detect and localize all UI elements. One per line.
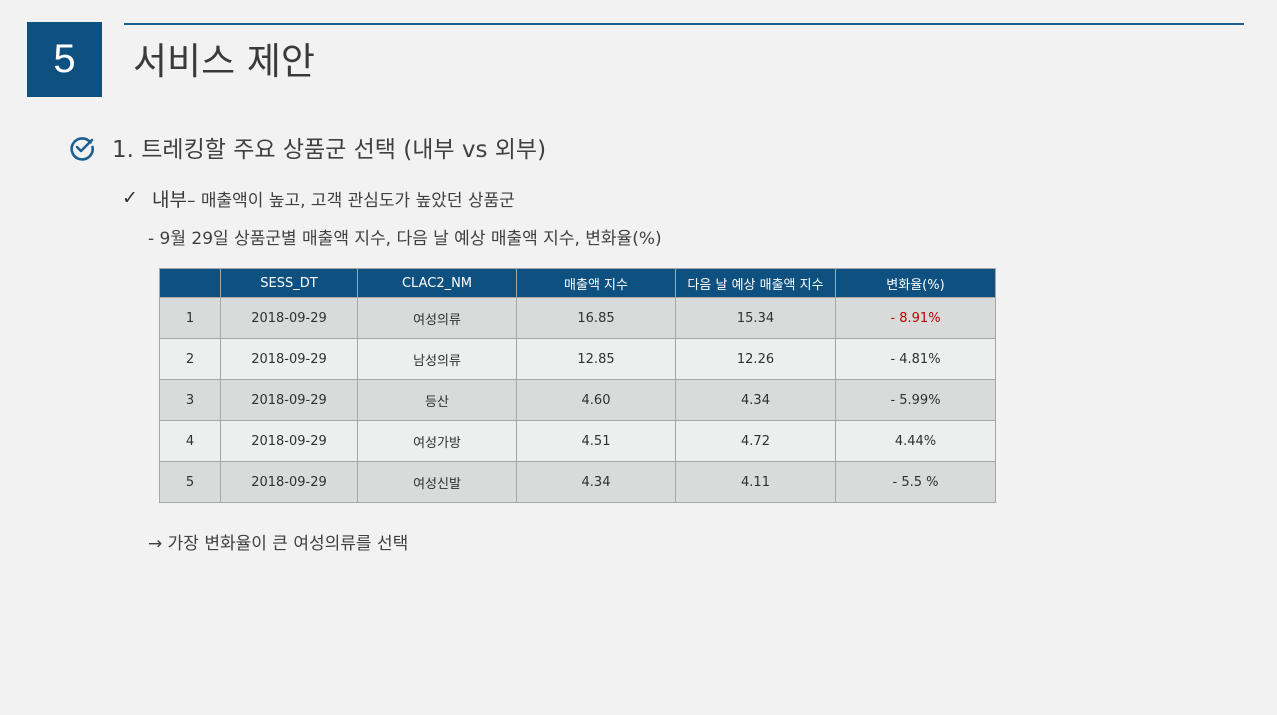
check-circle-icon — [68, 133, 96, 161]
cell-change-rate: - 5.5 % — [835, 461, 996, 503]
cell-clac2-nm: 여성신발 — [357, 461, 517, 503]
cell-sess-dt: 2018-09-29 — [220, 338, 358, 380]
cell-sales-index: 16.85 — [516, 297, 676, 339]
cell-sales-index: 4.60 — [516, 379, 676, 421]
cell-next-day-sales-index: 15.34 — [675, 297, 836, 339]
conclusion-text: → 가장 변화율이 큰 여성의류를 선택 — [148, 534, 409, 554]
cell-index: 3 — [159, 379, 221, 421]
cell-clac2-nm: 남성의류 — [357, 338, 517, 380]
cell-next-day-sales-index: 4.34 — [675, 379, 836, 421]
cell-sess-dt: 2018-09-29 — [220, 379, 358, 421]
table-header-row: SESS_DT CLAC2_NM 매출액 지수 다음 날 예상 매출액 지수 변… — [159, 268, 996, 298]
header-sess-dt: SESS_DT — [220, 268, 358, 298]
cell-sess-dt: 2018-09-29 — [220, 461, 358, 503]
cell-change-rate: - 4.81% — [835, 338, 996, 380]
heading-secondary: ✓ 내부 – 매출액이 높고, 고객 관심도가 높았던 상품군 — [122, 183, 515, 213]
cell-clac2-nm: 여성가방 — [357, 420, 517, 462]
cell-sess-dt: 2018-09-29 — [220, 420, 358, 462]
cell-clac2-nm: 등산 — [357, 379, 517, 421]
table-caption: - 9월 29일 상품군별 매출액 지수, 다음 날 예상 매출액 지수, 변화… — [148, 229, 662, 249]
heading-primary: 1. 트레킹할 주요 상품군 선택 (내부 vs 외부) — [68, 130, 546, 164]
table-row: 4 2018-09-29 여성가방 4.51 4.72 4.44% — [159, 420, 996, 462]
checkmark-icon: ✓ — [122, 187, 138, 209]
page-title: 서비스 제안 — [133, 40, 315, 83]
cell-change-rate: - 5.99% — [835, 379, 996, 421]
cell-index: 1 — [159, 297, 221, 339]
cell-sales-index: 12.85 — [516, 338, 676, 380]
title-rule — [124, 23, 1244, 25]
heading-secondary-text: – 매출액이 높고, 고객 관심도가 높았던 상품군 — [186, 190, 515, 211]
cell-clac2-nm: 여성의류 — [357, 297, 517, 339]
table-row: 1 2018-09-29 여성의류 16.85 15.34 - 8.91% — [159, 297, 996, 339]
cell-change-rate: - 8.91% — [835, 297, 996, 339]
cell-sess-dt: 2018-09-29 — [220, 297, 358, 339]
heading-primary-text: 1. 트레킹할 주요 상품군 선택 (내부 vs 외부) — [112, 137, 547, 163]
cell-change-rate: 4.44% — [835, 420, 996, 462]
section-number: 5 — [53, 37, 76, 81]
header-sales-index: 매출액 지수 — [516, 268, 676, 298]
section-number-badge: 5 — [27, 22, 102, 97]
header-index — [159, 268, 221, 298]
cell-next-day-sales-index: 4.11 — [675, 461, 836, 503]
cell-index: 4 — [159, 420, 221, 462]
cell-sales-index: 4.34 — [516, 461, 676, 503]
heading-secondary-label: 내부 — [152, 188, 187, 211]
table-row: 2 2018-09-29 남성의류 12.85 12.26 - 4.81% — [159, 338, 996, 380]
header-change-rate: 변화율(%) — [835, 268, 996, 298]
cell-next-day-sales-index: 4.72 — [675, 420, 836, 462]
table-row: 5 2018-09-29 여성신발 4.34 4.11 - 5.5 % — [159, 461, 996, 503]
sales-index-table: SESS_DT CLAC2_NM 매출액 지수 다음 날 예상 매출액 지수 변… — [159, 268, 996, 503]
cell-index: 5 — [159, 461, 221, 503]
cell-sales-index: 4.51 — [516, 420, 676, 462]
cell-index: 2 — [159, 338, 221, 380]
header-clac2-nm: CLAC2_NM — [357, 268, 517, 298]
header-next-day-sales-index: 다음 날 예상 매출액 지수 — [675, 268, 836, 298]
cell-next-day-sales-index: 12.26 — [675, 338, 836, 380]
table-row: 3 2018-09-29 등산 4.60 4.34 - 5.99% — [159, 379, 996, 421]
